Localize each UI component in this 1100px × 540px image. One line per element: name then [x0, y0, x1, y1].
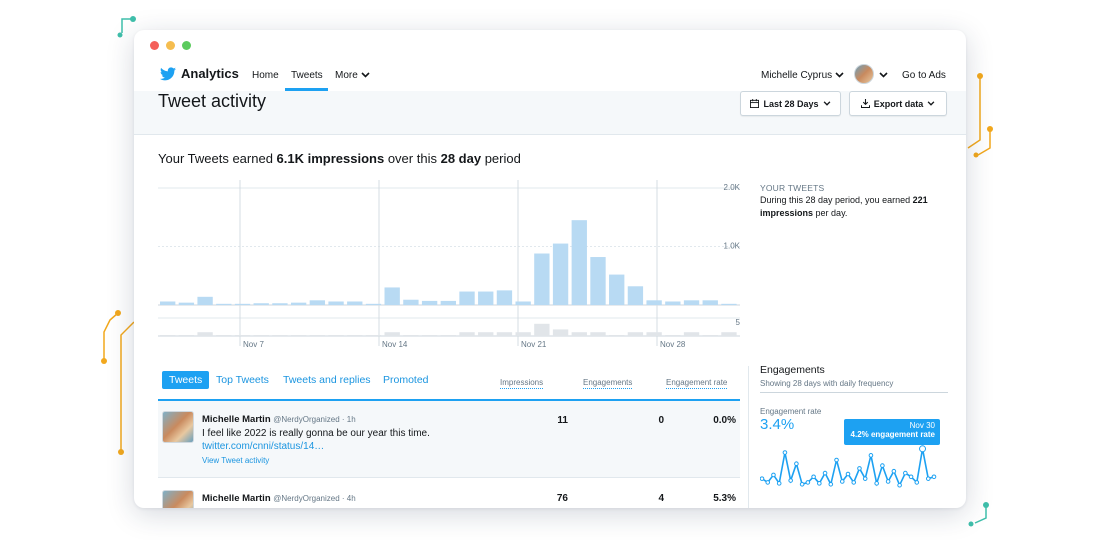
nav-more-label: More	[335, 70, 358, 81]
tooltip-date: Nov 30	[909, 421, 935, 430]
tab-tweets[interactable]: Tweets	[162, 371, 210, 389]
tweet-author: Michelle Martin @NerdyOrganized · 1h	[202, 414, 356, 425]
chevron-down-icon	[361, 72, 370, 78]
chevron-down-icon[interactable]	[879, 72, 888, 78]
sparkline-point[interactable]	[868, 453, 874, 458]
maximize-dot[interactable]	[182, 41, 191, 50]
tweet-engagements: 0	[658, 415, 664, 426]
tweet-link[interactable]: twitter.com/cnni/status/14…	[202, 441, 325, 452]
sparkline-point[interactable]	[891, 468, 897, 474]
engagement-rate-value: 3.4%	[760, 416, 795, 433]
tab-top-tweets[interactable]: Top Tweets	[216, 374, 269, 386]
table-row[interactable]: Michelle Martin @NerdyOrganized · 4h 76 …	[158, 487, 740, 508]
tweet-engagements: 4	[658, 493, 664, 504]
nav-home[interactable]: Home	[252, 70, 279, 81]
nav-more[interactable]: More	[335, 70, 370, 81]
page-title: Tweet activity	[158, 91, 267, 111]
avatar[interactable]	[854, 64, 874, 84]
export-data-button[interactable]: Export data	[849, 91, 947, 116]
tweet-author: Michelle Martin @NerdyOrganized · 4h	[202, 493, 356, 504]
sparkline-point[interactable]	[903, 470, 908, 476]
engagements-title: Engagements	[760, 364, 825, 376]
analytics-logo[interactable]: Analytics	[160, 66, 239, 81]
tweet-impressions: 11	[557, 415, 568, 426]
sparkline-point[interactable]	[776, 481, 782, 486]
tooltip-value: 4.2% engagement rate	[850, 430, 935, 439]
sparkline-point[interactable]	[799, 481, 805, 487]
sparkline-point[interactable]	[862, 476, 868, 481]
date-range-button[interactable]: Last 28 Days	[740, 91, 841, 116]
table-row[interactable]: Michelle Martin @NerdyOrganized · 1h I f…	[158, 401, 740, 478]
tweet-author-name: Michelle Martin	[202, 414, 271, 425]
close-dot[interactable]	[150, 41, 159, 50]
export-data-label: Export data	[873, 98, 924, 109]
tweet-handle: @NerdyOrganized · 4h	[273, 494, 356, 503]
sparkline-point[interactable]	[765, 480, 771, 485]
sparkline-point[interactable]	[834, 457, 839, 463]
tab-promoted[interactable]: Promoted	[383, 374, 429, 386]
engagements-subtitle: Showing 28 days with daily frequency	[760, 379, 894, 388]
tab-tweets-and-replies[interactable]: Tweets and replies	[283, 374, 371, 386]
download-icon	[860, 99, 870, 108]
sparkline-point[interactable]	[851, 480, 857, 485]
chevron-down-icon	[927, 101, 935, 106]
sparkline-point[interactable]	[874, 481, 879, 486]
user-menu[interactable]: Michelle Cyprus	[761, 70, 844, 81]
nav-active-indicator	[285, 88, 328, 91]
sparkline-point[interactable]	[760, 476, 765, 481]
top-nav: Analytics Home Tweets More Michelle Cypr…	[134, 60, 966, 92]
sparkline-point[interactable]	[931, 474, 937, 480]
user-name: Michelle Cyprus	[761, 70, 833, 81]
header-band: Tweet activity Last 28 Days Export data	[134, 91, 966, 135]
chevron-down-icon	[835, 72, 844, 78]
sparkline-point[interactable]	[845, 471, 851, 477]
sparkline-point[interactable]	[794, 461, 799, 467]
twitter-bird-icon	[160, 66, 176, 80]
chevron-down-icon	[823, 101, 830, 106]
tweet-avatar	[162, 411, 194, 443]
sparkline-point[interactable]	[805, 480, 811, 485]
col-engagements[interactable]: Engagements	[583, 378, 633, 389]
sparkline-point[interactable]	[822, 470, 828, 476]
engagement-sparkline	[760, 445, 937, 488]
sparkline-point[interactable]	[880, 463, 885, 468]
nav-tweets[interactable]: Tweets	[291, 70, 323, 81]
brand-label: Analytics	[181, 66, 239, 81]
engagements-divider	[760, 392, 948, 393]
minimize-dot[interactable]	[166, 41, 175, 50]
sparkline-point[interactable]	[782, 450, 788, 455]
tweet-rate: 0.0%	[713, 415, 736, 426]
tweet-handle: @NerdyOrganized · 1h	[273, 415, 356, 424]
sparkline-point[interactable]	[925, 476, 931, 481]
date-range-label: Last 28 Days	[763, 98, 819, 109]
tweet-rate: 5.3%	[713, 493, 736, 504]
sparkline-point[interactable]	[897, 482, 902, 488]
go-to-ads-link[interactable]: Go to Ads	[902, 70, 946, 81]
sparkline-path	[761, 448, 935, 488]
sparkline-point[interactable]	[811, 474, 816, 480]
tabs-underline	[158, 399, 740, 401]
sparkline-point[interactable]	[771, 472, 776, 478]
divider	[748, 366, 749, 508]
sparkline-point[interactable]	[919, 445, 927, 453]
tweet-body: I feel like 2022 is really gonna be our …	[202, 428, 430, 439]
sparkline-point[interactable]	[839, 479, 845, 484]
col-engagement-rate[interactable]: Engagement rate	[666, 378, 728, 389]
sparkline-point[interactable]	[788, 478, 793, 483]
calendar-icon	[750, 99, 760, 108]
view-tweet-activity-link[interactable]: View Tweet activity	[202, 456, 270, 465]
sparkline-point[interactable]	[908, 474, 914, 480]
tweet-text: I feel like 2022 is really gonna be our …	[202, 427, 502, 453]
sparkline-point[interactable]	[885, 479, 891, 484]
col-impressions[interactable]: Impressions	[500, 378, 544, 389]
engagement-tooltip: Nov 30 4.2% engagement rate	[844, 419, 940, 445]
sparkline-point[interactable]	[817, 481, 822, 486]
sparkline-point[interactable]	[914, 480, 920, 485]
engagement-rate-label: Engagement rate	[760, 407, 822, 416]
sparkline-point[interactable]	[857, 466, 862, 471]
tweet-author-name: Michelle Martin	[202, 493, 271, 504]
tweet-avatar	[162, 490, 194, 508]
tweet-impressions: 76	[556, 493, 568, 504]
sparkline-point[interactable]	[828, 481, 834, 487]
